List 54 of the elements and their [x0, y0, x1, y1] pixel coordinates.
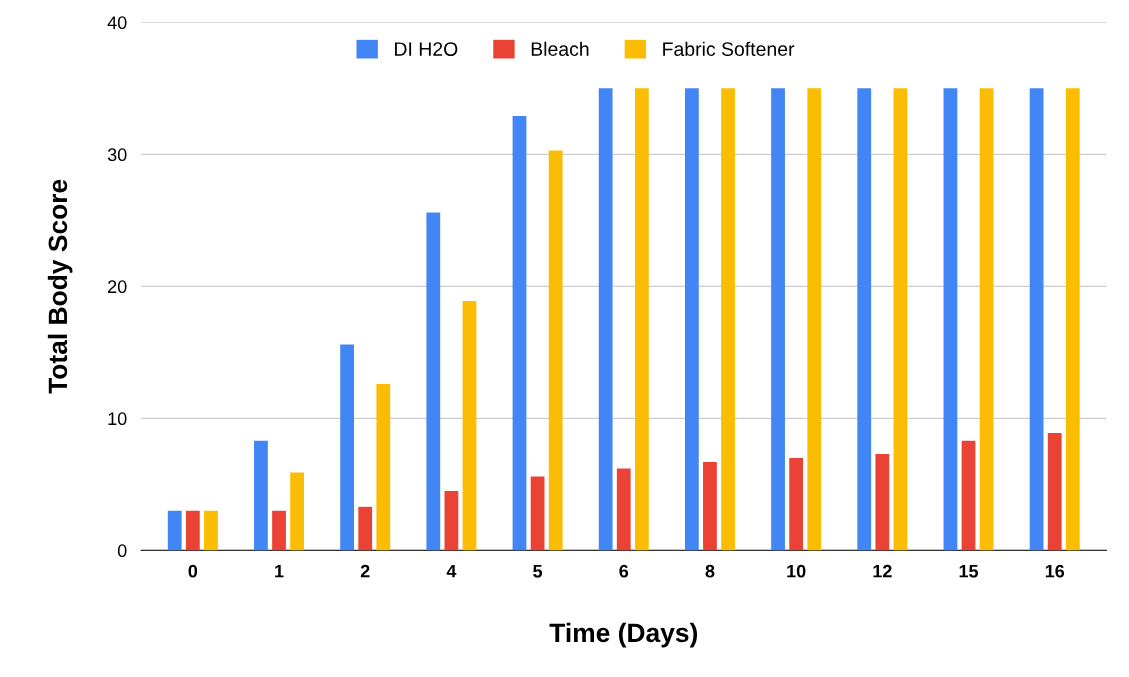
bar	[684, 88, 699, 551]
bar	[204, 510, 218, 551]
bar	[943, 88, 958, 551]
bar	[512, 116, 527, 551]
x-axis-title: Time (Days)	[549, 622, 698, 648]
bar	[1065, 88, 1080, 551]
x-tick-label: 15	[959, 564, 979, 578]
bar	[290, 472, 305, 551]
bar	[961, 440, 976, 551]
bar	[272, 510, 286, 551]
bar	[254, 440, 268, 551]
x-tick-label: 2	[360, 564, 370, 578]
x-tick-label: 16	[1045, 564, 1065, 578]
bar	[167, 510, 182, 551]
bar	[857, 88, 872, 551]
bar	[875, 454, 890, 551]
x-tick-label: 1	[275, 564, 284, 578]
x-tick-label: 4	[446, 564, 457, 578]
bar	[548, 150, 563, 551]
y-tick-label: 40	[107, 16, 127, 30]
bar	[893, 88, 908, 551]
bar	[703, 461, 717, 551]
y-tick-label: 20	[108, 280, 127, 294]
bar	[634, 88, 649, 551]
bar	[616, 468, 631, 551]
bar	[185, 510, 200, 551]
bar	[530, 476, 545, 551]
bar	[771, 88, 785, 551]
bar	[444, 490, 459, 551]
bar	[1029, 88, 1044, 551]
bar	[358, 506, 373, 551]
bar	[598, 88, 613, 551]
y-tick-label: 0	[117, 544, 127, 558]
bar	[789, 457, 804, 551]
x-tick-label: 0	[188, 564, 198, 578]
legend-label: Bleach	[531, 41, 589, 56]
x-tick-label: 12	[873, 564, 892, 578]
legend-label: DI H2O	[395, 42, 458, 56]
x-tick-label: 10	[787, 564, 806, 578]
x-tick-label: 6	[619, 564, 629, 578]
y-tick-label: 30	[107, 148, 127, 162]
y-tick-label: 10	[108, 412, 127, 426]
bar	[1047, 432, 1062, 551]
x-tick-label: 8	[705, 564, 715, 578]
legend-label: Fabric Softener	[663, 41, 795, 56]
y-axis-title: Total Body Score	[47, 179, 73, 394]
bar	[376, 384, 391, 551]
bar	[721, 88, 735, 551]
bar	[807, 88, 822, 551]
bar	[462, 300, 477, 551]
bar	[979, 88, 994, 551]
x-tick-label: 5	[533, 564, 543, 578]
bar	[426, 212, 441, 551]
bar	[340, 344, 355, 551]
